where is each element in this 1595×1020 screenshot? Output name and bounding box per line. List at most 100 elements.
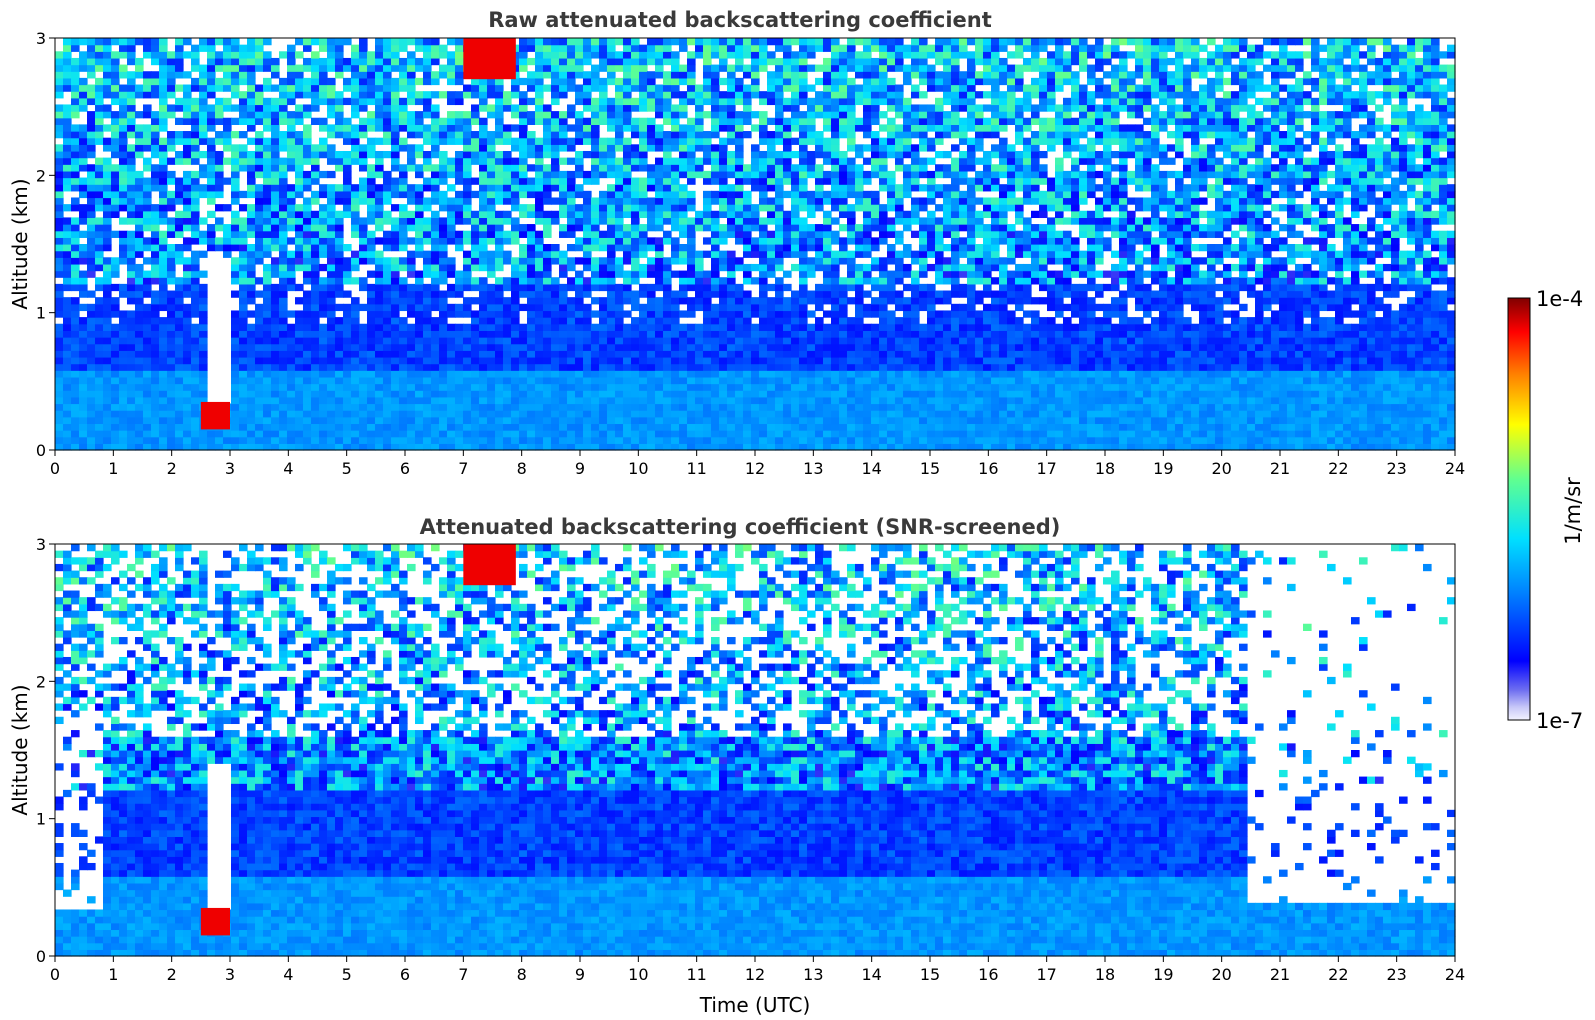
heatmap-cell: [55, 290, 64, 298]
heatmap-cell: [239, 343, 248, 351]
heatmap-cell: [127, 197, 136, 205]
heatmap-cell: [215, 84, 224, 92]
heatmap-cell: [63, 270, 72, 278]
heatmap-cell: [783, 124, 792, 132]
heatmap-cell: [415, 330, 424, 338]
heatmap-cell: [327, 317, 336, 325]
heatmap-cell: [351, 356, 360, 365]
heatmap-cell: [671, 184, 680, 192]
heatmap-cell: [455, 310, 464, 318]
heatmap-cell: [407, 423, 416, 431]
heatmap-cell: [799, 436, 808, 444]
heatmap-cell: [127, 210, 136, 219]
heatmap-cell: [103, 376, 112, 385]
heatmap-cell: [367, 197, 376, 205]
heatmap-cell: [727, 51, 736, 59]
heatmap-cell: [119, 170, 128, 179]
heatmap-cell: [295, 443, 304, 451]
heatmap-cell: [151, 317, 160, 325]
heatmap-cell: [127, 44, 136, 52]
heatmap-cell: [783, 237, 792, 245]
heatmap-cell: [455, 270, 464, 278]
heatmap-cell: [55, 57, 64, 66]
heatmap-cell: [399, 330, 408, 338]
heatmap-cell: [487, 376, 496, 385]
heatmap-cell: [151, 303, 160, 312]
heatmap-cell: [239, 350, 248, 358]
heatmap-cell: [183, 443, 192, 451]
heatmap-cell: [199, 317, 208, 325]
heatmap-cell: [199, 443, 208, 451]
heatmap-cell: [759, 303, 768, 312]
heatmap-cell: [327, 217, 336, 225]
heatmap-cell: [271, 244, 280, 252]
heatmap-cell: [319, 150, 328, 159]
heatmap-cell: [303, 396, 312, 405]
heatmap-cell: [583, 57, 592, 66]
heatmap-cell: [159, 170, 168, 179]
heatmap-cell: [279, 244, 288, 252]
heatmap-cell: [687, 350, 696, 358]
heatmap-cell: [663, 204, 672, 212]
heatmap-cell: [511, 430, 520, 438]
heatmap-cell: [191, 343, 200, 351]
heatmap-cell: [167, 390, 176, 398]
heatmap-cell: [231, 383, 240, 391]
heatmap-cell: [183, 224, 192, 232]
heatmap-cell: [167, 230, 176, 238]
heatmap-cell: [575, 323, 584, 331]
heatmap-cell: [495, 244, 504, 252]
heatmap-cell: [735, 383, 744, 391]
heatmap-cell: [543, 217, 552, 225]
heatmap-cell: [471, 343, 480, 351]
heatmap-cell: [311, 396, 320, 405]
heatmap-cell: [399, 64, 408, 72]
heatmap-cell: [511, 263, 520, 272]
heatmap-cell: [87, 97, 96, 106]
heatmap-cell: [711, 283, 720, 292]
heatmap-cell: [151, 77, 160, 86]
heatmap-cell: [119, 244, 128, 252]
heatmap-cell: [479, 410, 488, 418]
heatmap-cell: [327, 390, 336, 398]
heatmap-cell: [327, 184, 336, 192]
heatmap-cell: [759, 376, 768, 385]
heatmap-cell: [343, 97, 352, 106]
heatmap-cell: [751, 343, 760, 351]
heatmap-cell: [703, 91, 712, 99]
heatmap-cell: [583, 44, 592, 52]
heatmap-cell: [527, 257, 536, 265]
heatmap-cell: [119, 237, 128, 245]
heatmap-cell: [647, 356, 656, 365]
heatmap-cell: [359, 131, 368, 139]
heatmap-cell: [407, 363, 416, 371]
heatmap-cell: [639, 117, 648, 125]
heatmap-cell: [399, 283, 408, 292]
heatmap-cell: [727, 217, 736, 225]
heatmap-cell: [71, 303, 80, 312]
heatmap-cell: [535, 111, 544, 119]
heatmap-cell: [415, 217, 424, 225]
heatmap-cell: [367, 443, 376, 451]
heatmap-cell: [87, 244, 96, 252]
heatmap-cell: [191, 263, 200, 272]
heatmap-cell: [711, 290, 720, 298]
heatmap-cell: [95, 257, 104, 265]
heatmap-cell: [719, 410, 728, 418]
heatmap-cell: [607, 104, 616, 112]
heatmap-cell: [247, 177, 256, 185]
heatmap-cell: [607, 350, 616, 358]
heatmap-cell: [375, 383, 384, 391]
heatmap-cell: [343, 137, 352, 145]
heatmap-cell: [175, 117, 184, 125]
heatmap-cell: [527, 184, 536, 192]
heatmap-cell: [159, 244, 168, 252]
heatmap-cell: [367, 343, 376, 351]
heatmap-cell: [199, 303, 208, 312]
heatmap-cell: [63, 390, 72, 398]
heatmap-cell: [63, 250, 72, 258]
heatmap-cell: [439, 443, 448, 451]
heatmap-cell: [487, 303, 496, 312]
heatmap-cell: [687, 190, 696, 199]
heatmap-cell: [767, 263, 776, 272]
